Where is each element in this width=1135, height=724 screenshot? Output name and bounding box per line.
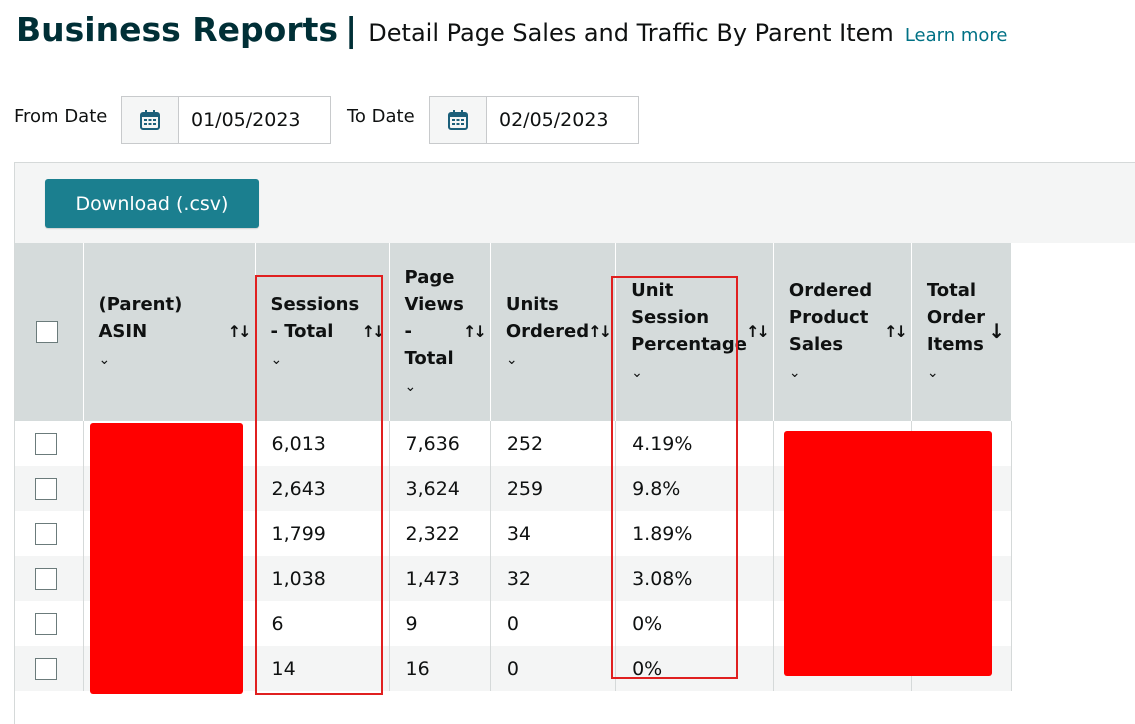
usp-highlight-box bbox=[611, 276, 738, 679]
learn-more-link[interactable]: Learn more bbox=[904, 25, 1008, 46]
col-label: (Parent) ASIN bbox=[98, 293, 183, 342]
sort-desc-icon[interactable]: ↓ bbox=[988, 319, 1006, 343]
col-label: Total Order Items bbox=[926, 280, 986, 355]
row-select-cell bbox=[15, 646, 84, 691]
usp-cell: 4.19% bbox=[615, 421, 774, 466]
units-cell: 0 bbox=[490, 601, 617, 646]
row-select-cell bbox=[15, 421, 84, 466]
col-label: Unit Session Percentage bbox=[631, 280, 747, 355]
to-date-value[interactable]: 02/05/2023 bbox=[499, 109, 609, 131]
row-checkbox[interactable] bbox=[35, 567, 57, 590]
sessions-cell: 6 bbox=[255, 601, 390, 646]
col-header-units-ordered[interactable]: Units Ordered ⌄ ↑↓ bbox=[490, 243, 617, 421]
asin-redaction bbox=[90, 423, 243, 694]
row-select-cell bbox=[15, 466, 84, 511]
sessions-highlight-box bbox=[255, 275, 383, 695]
from-date-label: From Date bbox=[14, 106, 108, 127]
chevron-down-icon[interactable]: ⌄ bbox=[926, 365, 939, 381]
row-select-cell bbox=[15, 511, 84, 556]
sales-redaction bbox=[784, 431, 992, 676]
row-checkbox[interactable] bbox=[35, 657, 57, 680]
col-header-parent-asin[interactable]: (Parent) ASIN ⌄ ↑↓ bbox=[83, 243, 256, 421]
page-title: Business Reports bbox=[16, 10, 339, 49]
report-toolbar: Download (.csv) bbox=[15, 163, 1135, 243]
col-label: Units Ordered bbox=[505, 293, 590, 342]
sort-icon[interactable]: ↑↓ bbox=[463, 322, 487, 341]
col-header-unit-session-percentage[interactable]: Unit Session Percentage ⌄ ↑↓ bbox=[615, 243, 774, 421]
units-cell: 252 bbox=[490, 421, 617, 466]
calendar-icon[interactable] bbox=[122, 97, 179, 143]
chevron-down-icon[interactable]: ⌄ bbox=[788, 365, 801, 381]
page-views-cell: 9 bbox=[389, 601, 491, 646]
from-date-field[interactable]: 01/05/2023 bbox=[121, 96, 331, 144]
header-select-cell bbox=[15, 243, 84, 421]
sort-icon[interactable]: ↑↓ bbox=[588, 322, 612, 341]
chevron-down-icon[interactable]: ⌄ bbox=[270, 351, 283, 368]
row-checkbox[interactable] bbox=[35, 522, 57, 545]
usp-cell: 1.89% bbox=[615, 511, 774, 556]
col-header-total-order-items[interactable]: Total Order Items ⌄ ↓ bbox=[911, 243, 1013, 421]
sort-icon[interactable]: ↑↓ bbox=[884, 322, 908, 341]
usp-cell: 9.8% bbox=[615, 466, 774, 511]
page-subtitle: Detail Page Sales and Traffic By Parent … bbox=[368, 19, 894, 47]
row-checkbox[interactable] bbox=[35, 432, 57, 455]
sort-icon[interactable]: ↑↓ bbox=[361, 322, 386, 341]
col-header-ordered-product-sales[interactable]: Ordered Product Sales ⌄ ↑↓ bbox=[773, 243, 912, 421]
page-views-cell: 3,624 bbox=[389, 466, 491, 511]
usp-cell: 0% bbox=[615, 601, 774, 646]
page-views-cell: 2,322 bbox=[389, 511, 491, 556]
row-select-cell bbox=[15, 601, 84, 646]
select-all-checkbox[interactable] bbox=[36, 321, 58, 343]
page-header: Business Reports | Detail Page Sales and… bbox=[16, 10, 1008, 49]
sessions-cell: 1,799 bbox=[255, 511, 390, 556]
chevron-down-icon[interactable]: ⌄ bbox=[631, 365, 643, 381]
chevron-down-icon[interactable]: ⌄ bbox=[404, 378, 417, 395]
usp-cell: 0% bbox=[615, 646, 774, 691]
col-label: Sessions - Total bbox=[270, 293, 360, 342]
sessions-cell: 1,038 bbox=[255, 556, 390, 601]
download-csv-button[interactable]: Download (.csv) bbox=[45, 179, 259, 228]
col-header-sessions-total[interactable]: Sessions - Total ⌄ ↑↓ bbox=[255, 243, 390, 421]
sort-icon[interactable]: ↑↓ bbox=[746, 322, 770, 341]
row-checkbox[interactable] bbox=[35, 612, 57, 635]
sessions-cell: 14 bbox=[255, 646, 390, 691]
col-label: Page Views - Total bbox=[404, 266, 464, 369]
sessions-cell: 6,013 bbox=[255, 421, 390, 466]
chevron-down-icon[interactable]: ⌄ bbox=[505, 351, 518, 368]
row-checkbox[interactable] bbox=[35, 477, 57, 500]
to-date-field[interactable]: 02/05/2023 bbox=[429, 96, 639, 144]
page-views-cell: 7,636 bbox=[389, 421, 491, 466]
units-cell: 34 bbox=[490, 511, 617, 556]
page-views-cell: 16 bbox=[389, 646, 491, 691]
sessions-cell: 2,643 bbox=[255, 466, 390, 511]
units-cell: 259 bbox=[490, 466, 617, 511]
from-date-value[interactable]: 01/05/2023 bbox=[191, 109, 301, 131]
units-cell: 32 bbox=[490, 556, 617, 601]
page-views-cell: 1,473 bbox=[389, 556, 491, 601]
row-select-cell bbox=[15, 556, 84, 601]
calendar-icon[interactable] bbox=[430, 97, 487, 143]
sort-icon[interactable]: ↑↓ bbox=[227, 322, 252, 341]
units-cell: 0 bbox=[490, 646, 617, 691]
to-date-label: To Date bbox=[347, 106, 415, 127]
chevron-down-icon[interactable]: ⌄ bbox=[98, 351, 111, 368]
title-separator: | bbox=[345, 10, 358, 49]
usp-cell: 3.08% bbox=[615, 556, 774, 601]
col-label: Ordered Product Sales bbox=[788, 280, 873, 355]
col-header-page-views-total[interactable]: Page Views - Total ⌄ ↑↓ bbox=[389, 243, 491, 421]
table-header-row: (Parent) ASIN ⌄ ↑↓ Sessions - Total ⌄ ↑↓ Pag… bbox=[15, 243, 1013, 421]
